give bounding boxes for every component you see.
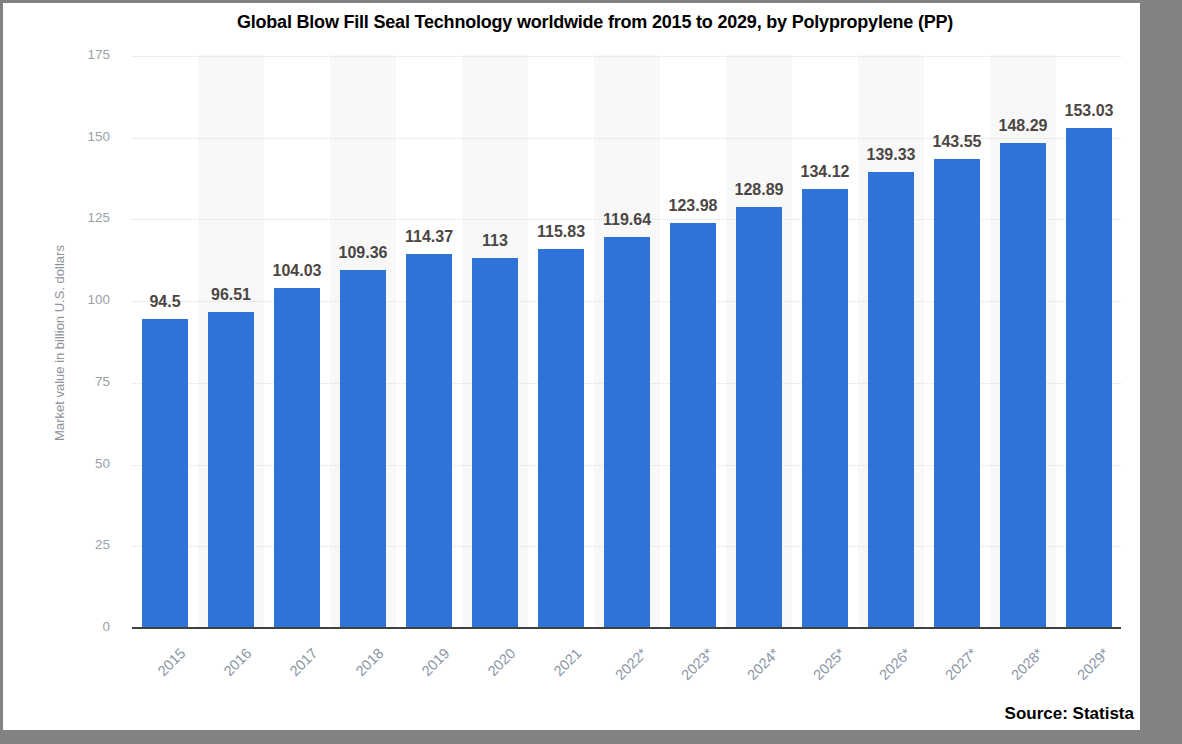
x-tick-label: 2016 (220, 645, 254, 679)
y-tick-label: 75 (58, 374, 110, 389)
bar[interactable] (472, 258, 518, 628)
bar-value-label: 143.55 (933, 133, 982, 151)
y-tick-label: 175 (58, 47, 110, 62)
bar-value-label: 94.5 (149, 293, 180, 311)
x-tick-label: 2021 (550, 645, 584, 679)
x-tick-label: 2029* (1074, 645, 1112, 683)
x-tick-label: 2028* (1008, 645, 1046, 683)
y-tick-label: 25 (58, 537, 110, 552)
gridline (132, 56, 1122, 57)
x-axis-line (132, 627, 1121, 629)
bar[interactable] (934, 159, 980, 628)
bar-value-label: 153.03 (1065, 102, 1114, 120)
bar-value-label: 96.51 (211, 286, 251, 304)
y-tick-label: 125 (58, 210, 110, 225)
bar[interactable] (1066, 128, 1112, 628)
x-tick-label: 2017 (286, 645, 320, 679)
chart-frame: Global Blow Fill Seal Technology worldwi… (0, 0, 1182, 744)
bar[interactable] (538, 249, 584, 628)
bar-value-label: 109.36 (339, 244, 388, 262)
bar-value-label: 123.98 (669, 197, 718, 215)
bar-value-label: 148.29 (999, 117, 1048, 135)
bar-value-label: 104.03 (273, 262, 322, 280)
bar-value-label: 113 (482, 232, 508, 250)
x-tick-label: 2025* (810, 645, 848, 683)
x-tick-label: 2018 (352, 645, 386, 679)
bar[interactable] (736, 207, 782, 628)
x-tick-label: 2024* (744, 645, 782, 683)
y-tick-label: 150 (58, 129, 110, 144)
bar[interactable] (274, 288, 320, 628)
y-axis-title-text: Market value in billion U.S. dollars (52, 245, 67, 441)
bar-value-label: 119.64 (603, 211, 651, 229)
x-tick-label: 2020 (484, 645, 518, 679)
bar-value-label: 128.89 (735, 181, 784, 199)
bar[interactable] (802, 189, 848, 628)
bar[interactable] (142, 319, 188, 628)
y-tick-label: 100 (58, 292, 110, 307)
x-tick-label: 2027* (942, 645, 980, 683)
y-axis-title: Market value in billion U.S. dollars (52, 245, 67, 441)
bar[interactable] (1000, 143, 1046, 628)
bar-value-label: 139.33 (867, 146, 916, 164)
bar[interactable] (670, 223, 716, 628)
bar[interactable] (868, 172, 914, 628)
x-tick-label: 2019 (418, 645, 452, 679)
bar-value-label: 114.37 (405, 228, 453, 246)
bar-value-label: 115.83 (537, 223, 585, 241)
chart-canvas: Global Blow Fill Seal Technology worldwi… (3, 3, 1140, 730)
bar[interactable] (604, 237, 650, 628)
bar[interactable] (340, 270, 386, 628)
y-tick-label: 0 (58, 619, 110, 634)
x-tick-label: 2023* (678, 645, 716, 683)
x-tick-label: 2022* (612, 645, 650, 683)
x-tick-label: 2026* (876, 645, 914, 683)
source-label: Source: Statista (1005, 704, 1134, 724)
y-tick-label: 50 (58, 456, 110, 471)
bar[interactable] (406, 254, 452, 628)
chart-title: Global Blow Fill Seal Technology worldwi… (100, 12, 1090, 33)
bar-value-label: 134.12 (801, 163, 850, 181)
x-tick-label: 2015 (154, 645, 188, 679)
bar[interactable] (208, 312, 254, 628)
